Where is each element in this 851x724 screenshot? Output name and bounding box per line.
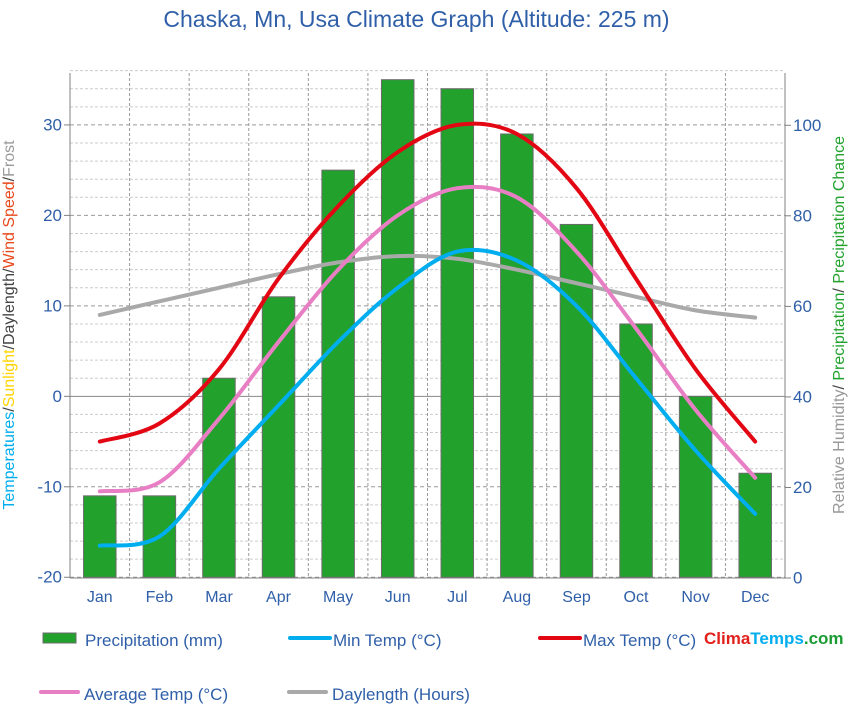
svg-text:Average Temp (°C): Average Temp (°C) <box>84 685 228 704</box>
svg-text:Daylength (Hours): Daylength (Hours) <box>332 685 470 704</box>
svg-text:Max Temp (°C): Max Temp (°C) <box>583 631 696 650</box>
svg-text:ClimaTemps.com: ClimaTemps.com <box>704 629 844 648</box>
svg-text:Precipitation (mm): Precipitation (mm) <box>85 631 223 650</box>
svg-text:Min Temp (°C): Min Temp (°C) <box>333 631 442 650</box>
